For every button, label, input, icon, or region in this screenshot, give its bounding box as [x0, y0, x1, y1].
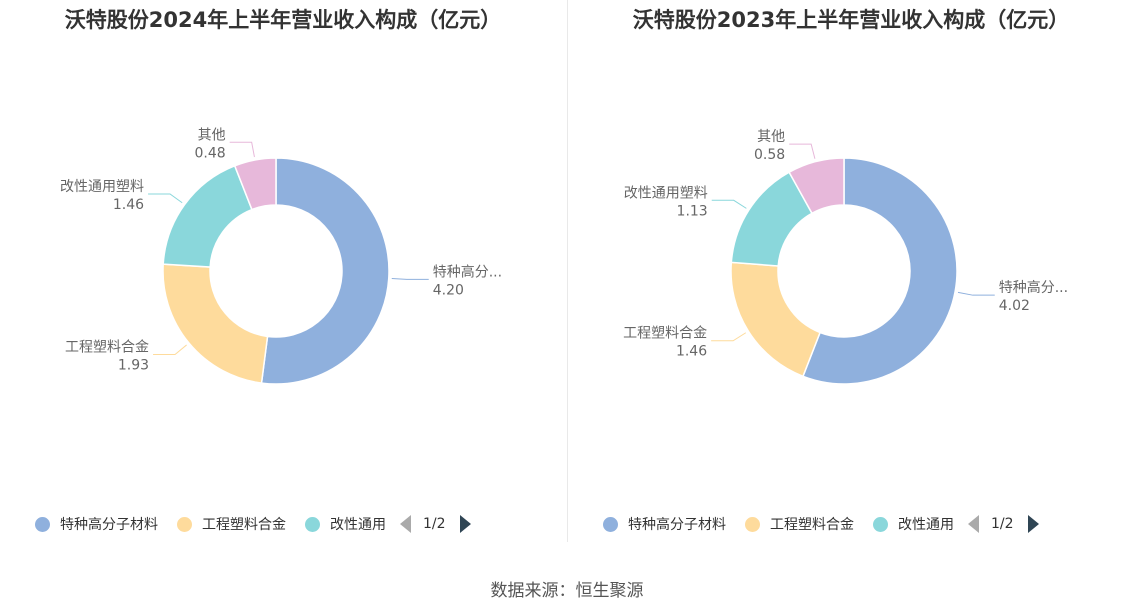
- panel-divider: [567, 0, 568, 542]
- data-source: 数据来源：恒生聚源: [490, 581, 644, 601]
- leader-line-modified-general: [148, 193, 183, 204]
- legend-label: 特种高分子材料: [60, 517, 158, 533]
- slice-label-other: 其他: [757, 129, 785, 145]
- leader-line-engineering-alloy: [153, 344, 187, 355]
- legend-item-modified-general[interactable]: 改性通用: [300, 514, 386, 534]
- leader-line-special-polymer: [391, 277, 429, 280]
- slice-label-engineering-alloy: 工程塑料合金: [65, 339, 149, 355]
- legend-dot: [603, 516, 618, 532]
- leader-line-modified-general: [711, 199, 747, 209]
- leader-line-special-polymer: [957, 291, 995, 296]
- slice-engineering-alloy[interactable]: [162, 263, 269, 384]
- value-label-engineering-alloy: 1.46: [676, 344, 707, 360]
- chart-title: 沃特股份2023年上半年营业收入构成（亿元）: [632, 8, 1070, 32]
- legend-item-modified-general[interactable]: 改性通用: [868, 514, 954, 534]
- prev-page-icon[interactable]: [968, 515, 979, 533]
- legend-item-special-polymer[interactable]: 特种高分子材料: [30, 514, 158, 534]
- legend-label: 工程塑料合金: [770, 517, 854, 533]
- value-label-special-polymer: 4.20: [433, 282, 464, 298]
- next-page-icon[interactable]: [459, 515, 471, 533]
- slice-other[interactable]: [233, 157, 277, 211]
- legend-dot: [177, 516, 192, 532]
- legend-item-special-polymer[interactable]: 特种高分子材料: [598, 514, 726, 534]
- legend-page-indicator: 1/2: [991, 516, 1014, 532]
- slice-other[interactable]: [788, 157, 845, 215]
- legend-label: 工程塑料合金: [202, 517, 286, 533]
- slice-special-polymer[interactable]: [802, 157, 958, 385]
- legend: 特种高分子材料 工程塑料合金 改性通用 1/2: [598, 512, 1039, 536]
- legend-dot: [873, 516, 888, 532]
- slice-label-special-polymer: 特种高分...: [433, 263, 502, 280]
- leader-line-other: [229, 141, 255, 158]
- legend: 特种高分子材料 工程塑料合金 改性通用 1/2: [30, 512, 471, 536]
- leader-line-engineering-alloy: [711, 332, 747, 342]
- slice-engineering-alloy[interactable]: [730, 261, 822, 378]
- legend-pager: 1/2: [400, 515, 471, 533]
- slice-label-modified-general: 改性通用塑料: [60, 179, 144, 195]
- legend-item-engineering-alloy[interactable]: 工程塑料合金: [172, 514, 286, 534]
- chart-panel-2024: 沃特股份2024年上半年营业收入构成（亿元） 特种高分... 4.20 工程塑料合金…: [0, 0, 566, 548]
- legend-item-engineering-alloy[interactable]: 工程塑料合金: [740, 514, 854, 534]
- value-label-engineering-alloy: 1.93: [118, 357, 149, 373]
- donut-chart-2024: 特种高分... 4.20 工程塑料合金 1.93 改性通用塑料 1.46 其他 0.48: [60, 127, 502, 385]
- legend-dot: [35, 516, 50, 532]
- legend-label: 改性通用: [330, 517, 386, 533]
- value-label-special-polymer: 4.02: [999, 298, 1030, 314]
- legend-page-indicator: 1/2: [423, 516, 446, 532]
- slice-special-polymer[interactable]: [260, 157, 390, 385]
- slice-modified-general[interactable]: [162, 164, 253, 268]
- leader-line-other: [789, 143, 816, 159]
- value-label-modified-general: 1.46: [113, 197, 144, 213]
- prev-page-icon[interactable]: [400, 515, 411, 533]
- slice-label-modified-general: 改性通用塑料: [624, 185, 708, 201]
- legend-label: 改性通用: [898, 517, 954, 533]
- value-label-modified-general: 1.13: [677, 203, 708, 219]
- legend-label: 特种高分子材料: [628, 517, 726, 533]
- chart-title: 沃特股份2024年上半年营业收入构成（亿元）: [64, 8, 502, 32]
- legend-pager: 1/2: [968, 515, 1039, 533]
- legend-dot: [305, 516, 320, 532]
- next-page-icon[interactable]: [1027, 515, 1039, 533]
- slice-label-engineering-alloy: 工程塑料合金: [623, 326, 707, 342]
- value-label-other: 0.58: [754, 147, 785, 163]
- value-label-other: 0.48: [194, 145, 225, 161]
- donut-chart-2023: 特种高分... 4.02 工程塑料合金 1.46 改性通用塑料 1.13 其他 0.58: [623, 129, 1068, 385]
- legend-dot: [745, 516, 760, 532]
- chart-panel-2023: 沃特股份2023年上半年营业收入构成（亿元） 特种高分... 4.02 工程塑料合金…: [568, 0, 1134, 548]
- slice-label-special-polymer: 特种高分...: [999, 279, 1068, 296]
- slice-label-other: 其他: [198, 127, 226, 143]
